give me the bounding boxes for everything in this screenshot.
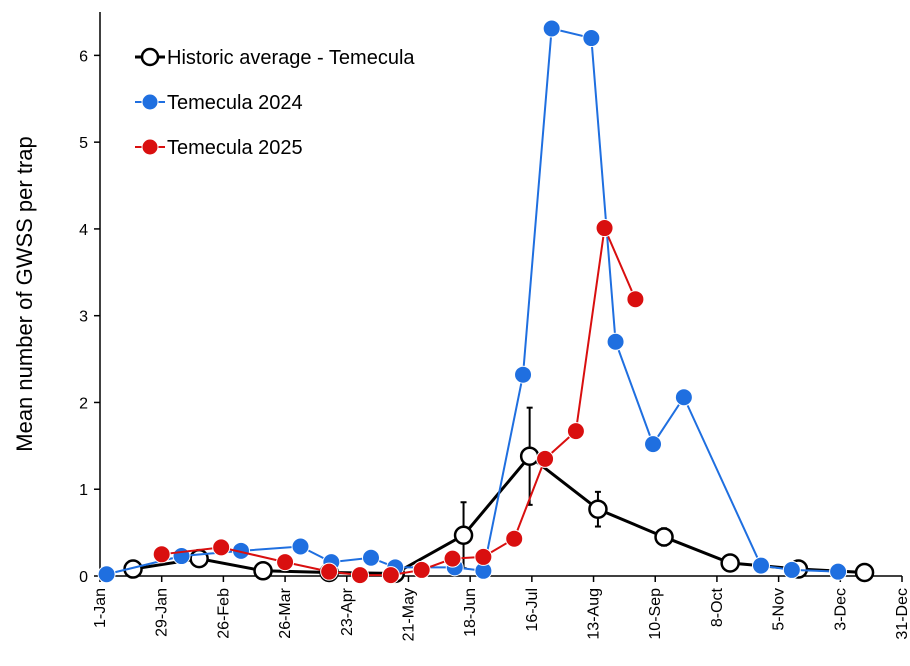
x-tick-label: 13-Aug (586, 588, 603, 640)
data-point (362, 548, 381, 567)
legend-label: Temecula 2024 (167, 92, 303, 114)
legend-marker (141, 93, 159, 111)
data-point (97, 565, 116, 584)
x-tick-label: 29-Jan (154, 588, 171, 637)
x-tick-label: 23-Apr (339, 587, 356, 636)
data-point (654, 527, 674, 547)
data-point (829, 562, 848, 581)
y-tick-label: 0 (79, 569, 88, 586)
data-point (505, 529, 524, 548)
y-tick-label: 1 (79, 482, 88, 499)
x-tick-label: 18-Jun (462, 588, 479, 637)
x-tick-label: 26-Mar (277, 587, 294, 638)
data-point (626, 290, 645, 309)
series-line (106, 27, 839, 576)
data-point (189, 548, 209, 569)
series-line (132, 454, 865, 575)
data-point (588, 499, 608, 519)
data-point (320, 562, 339, 581)
data-point (453, 525, 474, 545)
x-tick-label: 26-Feb (215, 588, 232, 639)
legend-marker (140, 47, 160, 67)
y-axis-label: Mean number of GWSS per trap (12, 136, 37, 451)
data-point (291, 537, 310, 556)
legend-label: Historic average - Temecula (167, 47, 415, 69)
data-point (172, 547, 191, 566)
data-point (381, 566, 400, 585)
y-tick-label: 3 (79, 309, 88, 326)
y-tick-label: 6 (79, 48, 88, 65)
x-tick-label: 31-Dec (894, 588, 910, 640)
data-point (644, 435, 663, 454)
data-point (514, 365, 533, 384)
data-point (720, 553, 740, 573)
x-tick-label: 21-May (400, 588, 417, 641)
data-point (412, 560, 431, 579)
data-point (350, 566, 369, 585)
data-point (253, 561, 273, 581)
data-point (782, 560, 801, 579)
legend-label: Temecula 2025 (167, 137, 303, 159)
x-tick-label: 10-Sep (647, 588, 664, 640)
data-point (276, 553, 295, 572)
data-point (542, 19, 561, 38)
x-tick-label: 16-Jul (524, 588, 541, 632)
data-point (212, 538, 231, 557)
data-point (582, 29, 601, 48)
data-point (674, 388, 693, 407)
y-tick-label: 2 (79, 395, 88, 412)
data-point (536, 449, 555, 468)
data-point (595, 219, 614, 238)
data-point (519, 446, 540, 467)
data-point (854, 562, 875, 583)
data-point (566, 422, 585, 441)
data-point (751, 556, 770, 575)
x-tick-label: 3-Dec (832, 588, 849, 631)
y-tick-label: 4 (79, 222, 88, 239)
data-point (443, 549, 462, 568)
x-tick-label: 8-Oct (709, 587, 726, 627)
legend-marker (141, 138, 159, 156)
data-point (474, 547, 493, 566)
y-tick-label: 5 (79, 135, 88, 152)
data-point (606, 332, 625, 351)
series-line (161, 224, 637, 577)
x-tick-label: 1-Jan (92, 588, 109, 628)
data-point (152, 545, 171, 564)
x-tick-label: 5-Nov (771, 588, 788, 631)
